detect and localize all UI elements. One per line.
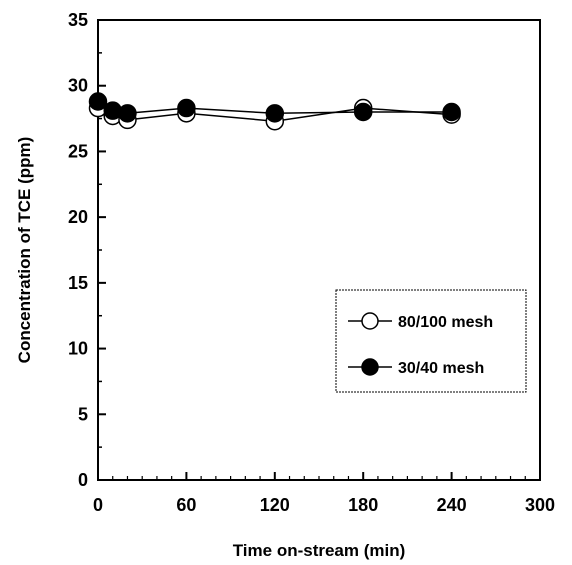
y-tick-label: 10	[68, 339, 88, 359]
data-point-series-1	[265, 104, 285, 123]
y-tick-label: 30	[68, 76, 88, 96]
legend-marker-80-100	[361, 312, 379, 330]
x-tick-label: 180	[348, 495, 378, 515]
y-tick-label: 35	[68, 10, 88, 30]
y-axis-ticks: 0 5 10 15 20 25 30 35	[68, 10, 106, 490]
x-tick-label: 300	[525, 495, 555, 515]
legend-marker-30-40	[361, 358, 379, 376]
x-axis-ticks: 0 60 120 180 240 300	[93, 472, 555, 515]
legend: 80/100 mesh 30/40 mesh	[335, 289, 527, 393]
data-point-series-1	[353, 102, 373, 122]
series-points	[88, 92, 461, 131]
x-tick-label: 120	[260, 495, 290, 515]
data-point-series-1	[442, 102, 461, 122]
legend-label-80-100: 80/100 mesh	[398, 314, 493, 331]
legend-label-30-40: 30/40 mesh	[398, 360, 484, 377]
data-point-series-1	[118, 104, 137, 123]
x-tick-label: 0	[93, 495, 103, 515]
data-point-series-1	[177, 98, 196, 118]
plot-area-frame	[97, 19, 541, 481]
x-axis-title: Time on-stream (min)	[233, 541, 406, 560]
y-tick-label: 15	[68, 273, 88, 293]
y-tick-label: 0	[78, 470, 88, 490]
data-point-series-1	[88, 92, 108, 111]
x-tick-label: 60	[176, 495, 196, 515]
y-tick-label: 20	[68, 207, 88, 227]
y-tick-label: 5	[78, 404, 88, 424]
y-axis-title: Concentration of TCE (ppm)	[15, 137, 34, 364]
x-tick-label: 240	[437, 495, 467, 515]
y-tick-label: 25	[68, 141, 88, 161]
